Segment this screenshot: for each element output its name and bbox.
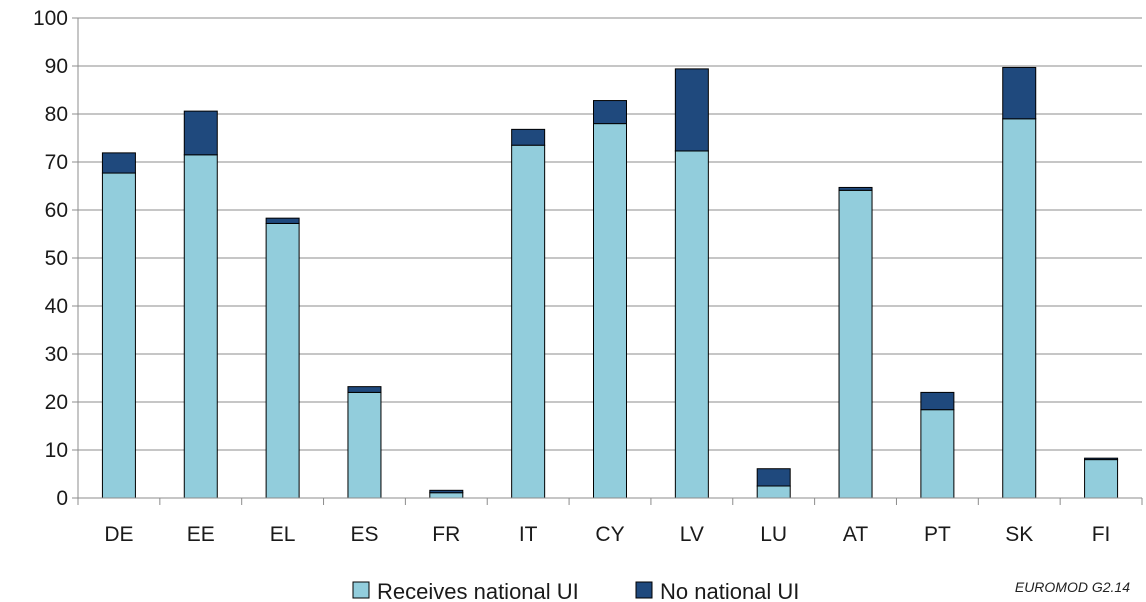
y-tick-label: 10: [45, 439, 68, 462]
x-tick-label: DE: [104, 523, 133, 546]
bar-fr-no-ui: [429, 489, 464, 494]
bar-pt-receives-ui: [920, 409, 955, 499]
y-tick-label: 50: [45, 247, 68, 270]
y-tick-label: 70: [45, 151, 68, 174]
y-axis-ticks: 0 10 20 30 40 50 60 70 80 90 100: [33, 7, 78, 510]
bar-es-receives-ui: [347, 391, 382, 499]
bar-cy-receives-ui: [593, 123, 627, 499]
y-tick-label: 80: [45, 103, 68, 126]
bar-lu-no-ui: [756, 468, 791, 487]
x-tick-label: FI: [1092, 523, 1111, 546]
y-tick-label: 30: [45, 343, 68, 366]
x-tick-label: CY: [595, 523, 624, 546]
bar-fi-no-ui: [1084, 457, 1119, 461]
x-tick-label: IT: [519, 523, 538, 546]
x-tick-label: SK: [1005, 523, 1033, 546]
bars: [101, 66, 1119, 499]
bar-de-no-ui: [101, 152, 136, 174]
bar-at-receives-ui: [838, 189, 873, 499]
x-tick-label: LV: [680, 523, 704, 546]
bar-lu-receives-ui: [756, 485, 791, 499]
bar-cy-no-ui: [593, 100, 627, 125]
y-tick-label: 100: [33, 7, 68, 30]
bar-es-no-ui: [347, 386, 382, 393]
bar-it-no-ui: [511, 128, 546, 146]
y-tick-label: 60: [45, 199, 68, 222]
x-tick-label: PT: [924, 523, 951, 546]
bar-ee-receives-ui: [183, 154, 218, 499]
bar-at-no-ui: [838, 186, 873, 191]
bar-sk-no-ui: [1002, 66, 1037, 120]
axes: [77, 18, 1142, 499]
x-axis-ticks: DE EE EL ES FR IT CY LV LU AT PT SK FI: [77, 498, 1143, 546]
legend-swatch: [635, 581, 653, 599]
x-tick-label: EE: [187, 523, 215, 546]
bar-pt-no-ui: [920, 391, 955, 411]
legend-swatch: [352, 581, 370, 599]
legend: Receives national UI No national UI: [352, 579, 799, 602]
bar-el-receives-ui: [265, 222, 300, 499]
bar-lv-no-ui: [674, 68, 709, 152]
bar-el-no-ui: [265, 217, 300, 224]
y-tick-label: 40: [45, 295, 68, 318]
source-credit: EUROMOD G2.14: [1015, 579, 1130, 595]
bar-fi-receives-ui: [1084, 459, 1119, 499]
bar-lv-receives-ui: [674, 150, 709, 499]
y-tick-label: 20: [45, 391, 68, 414]
bar-fr-receives-ui: [429, 492, 464, 499]
bar-de-receives-ui: [101, 172, 136, 499]
x-tick-label: ES: [350, 523, 378, 546]
bar-ee-no-ui: [183, 110, 218, 156]
bar-sk-receives-ui: [1002, 118, 1037, 499]
y-tick-label: 90: [45, 55, 68, 78]
bar-it-receives-ui: [511, 144, 546, 499]
legend-label: No national UI: [660, 579, 799, 602]
x-tick-label: FR: [432, 523, 460, 546]
x-tick-label: AT: [843, 523, 868, 546]
y-tick-label: 0: [56, 487, 68, 510]
x-tick-label: LU: [760, 523, 787, 546]
legend-label: Receives national UI: [377, 579, 579, 602]
x-tick-label: EL: [270, 523, 296, 546]
